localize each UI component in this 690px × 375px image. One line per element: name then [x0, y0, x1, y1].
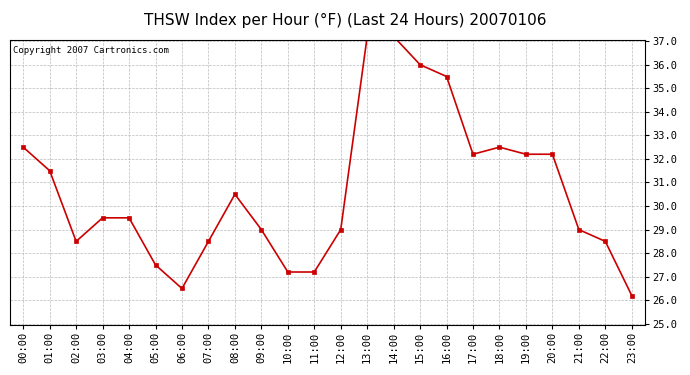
Text: Copyright 2007 Cartronics.com: Copyright 2007 Cartronics.com — [13, 46, 169, 55]
Text: THSW Index per Hour (°F) (Last 24 Hours) 20070106: THSW Index per Hour (°F) (Last 24 Hours)… — [144, 13, 546, 28]
